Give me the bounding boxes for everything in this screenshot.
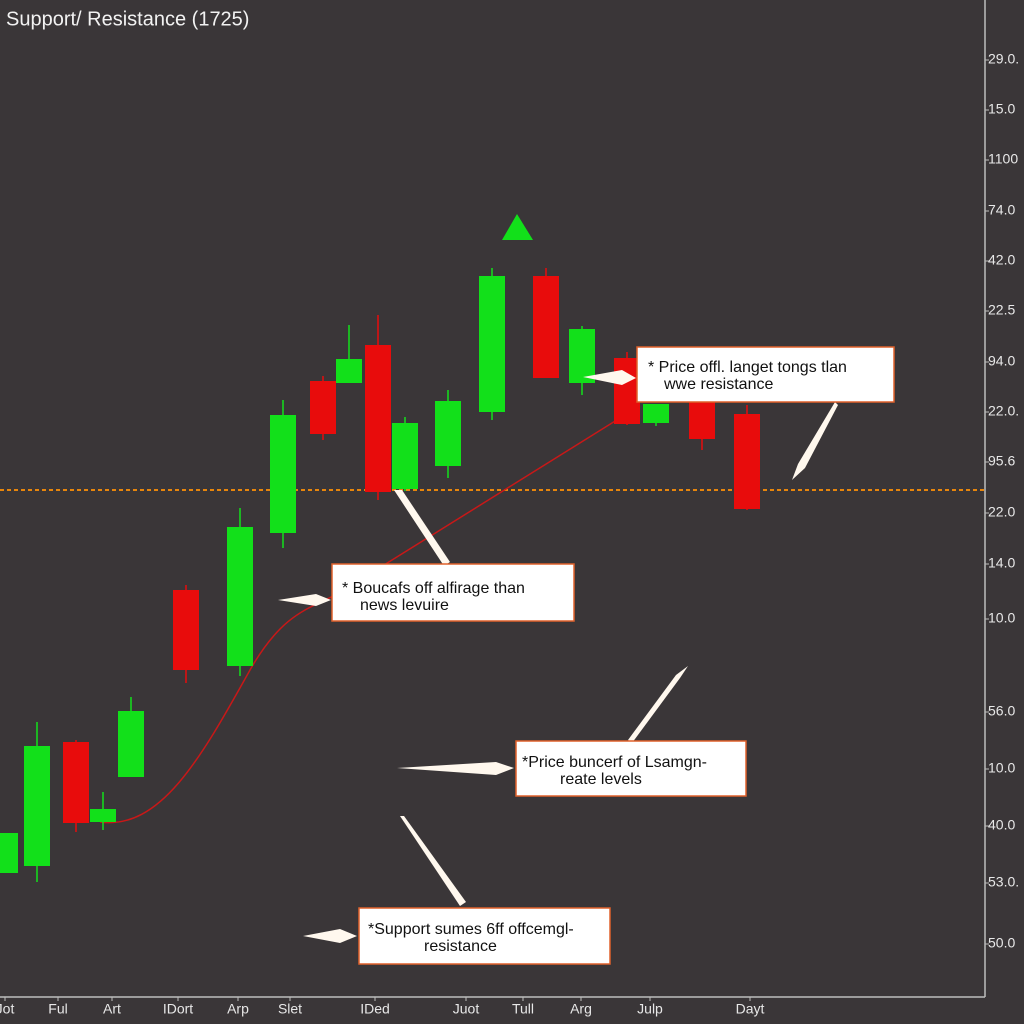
arrow xyxy=(397,762,514,775)
candle-body xyxy=(479,276,505,412)
x-tick-label: Juot xyxy=(453,1001,480,1017)
candle-body xyxy=(435,401,461,466)
x-tick-label: Dayt xyxy=(736,1001,765,1017)
annotation-text: reate levels xyxy=(560,771,642,788)
candle-body xyxy=(118,711,144,777)
y-tick-label: 95.6 xyxy=(988,453,1015,469)
candle-body xyxy=(336,359,362,383)
candle-body xyxy=(310,381,336,434)
candle-body xyxy=(734,414,760,509)
candle-body xyxy=(614,358,640,424)
y-tick-label: 10.0 xyxy=(988,760,1015,776)
y-tick-label: 94.0 xyxy=(988,353,1015,369)
chart-title: Support/ Resistance (1725) xyxy=(6,8,249,30)
y-tick-label: 40.0 xyxy=(988,817,1015,833)
y-tick-label: 53.0. xyxy=(988,874,1019,890)
y-tick-label: 22.0. xyxy=(988,403,1019,419)
annotation-text: * Boucafs off alfirage than xyxy=(342,580,525,597)
arrow xyxy=(278,594,331,606)
candle-body xyxy=(173,590,199,670)
arrow xyxy=(583,370,636,385)
x-tick-label: Julp xyxy=(637,1001,663,1017)
x-tick-label: Ful xyxy=(48,1001,67,1017)
y-tick-label: 15.0 xyxy=(988,101,1015,117)
trend-curve xyxy=(99,417,621,824)
candle-body xyxy=(365,345,391,492)
signal-triangle xyxy=(502,214,533,240)
candle-body xyxy=(0,833,18,873)
x-tick-label: Slet xyxy=(278,1001,302,1017)
y-tick-label: 50.0 xyxy=(988,935,1015,951)
x-tick-label: Arg xyxy=(570,1001,592,1017)
candle-body xyxy=(643,404,669,423)
arrow xyxy=(394,490,450,566)
annotation-text: * Price offl. langet tongs tlan xyxy=(648,359,847,376)
candle-body xyxy=(533,276,559,378)
y-tick-label: 14.0 xyxy=(988,555,1015,571)
y-tick-label: 10.0 xyxy=(988,610,1015,626)
annotation-text: resistance xyxy=(424,938,497,955)
x-tick-label: IDort xyxy=(163,1001,193,1017)
candle-body xyxy=(270,415,296,533)
x-tick-label: IDed xyxy=(360,1001,390,1017)
annotation-text: *Price buncerf of Lsamgn- xyxy=(522,754,707,771)
annotation-box xyxy=(331,563,575,622)
arrow xyxy=(400,816,466,906)
x-tick-label: Jot xyxy=(0,1001,14,1017)
candle-body xyxy=(569,329,595,383)
annotation-text: *Support sumes 6ff offcemgl- xyxy=(368,921,574,938)
y-tick-label: 22.5 xyxy=(988,302,1015,318)
y-tick-label: 22.0 xyxy=(988,504,1015,520)
annotation-box xyxy=(636,346,895,403)
x-tick-label: Tull xyxy=(512,1001,534,1017)
annotation-text: wwe resistance xyxy=(663,376,773,393)
candle-body xyxy=(689,402,715,439)
arrow xyxy=(792,402,838,480)
x-tick-label: Arp xyxy=(227,1001,249,1017)
annotation-box xyxy=(515,740,747,797)
arrow xyxy=(303,929,357,943)
y-tick-label: 1100 xyxy=(988,151,1018,167)
y-tick-label: 42.0 xyxy=(988,252,1015,268)
y-tick-label: 56.0 xyxy=(988,703,1015,719)
candle-body xyxy=(63,742,89,823)
arrow xyxy=(628,666,688,743)
annotation-box xyxy=(358,907,611,965)
annotation-text: news levuire xyxy=(360,597,449,614)
x-tick-label: Art xyxy=(103,1001,121,1017)
y-tick-label: 29.0. xyxy=(988,51,1019,67)
candle-body xyxy=(24,746,50,866)
candle-body xyxy=(392,423,418,489)
candle-body xyxy=(90,809,116,822)
candle-body xyxy=(227,527,253,666)
y-tick-label: 74.0 xyxy=(988,202,1015,218)
